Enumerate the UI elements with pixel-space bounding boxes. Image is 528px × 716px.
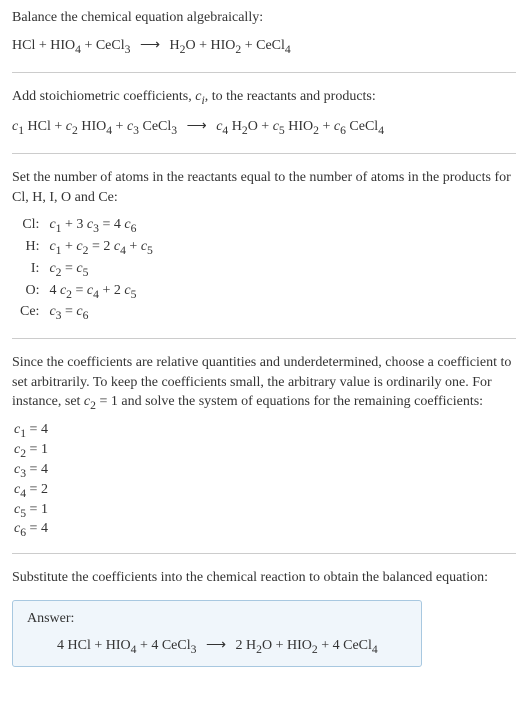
coef-item: c3 = 4 bbox=[14, 462, 516, 480]
table-row: O:4 c2 = c4 + 2 c5 bbox=[16, 281, 157, 303]
atom-equation: c3 = c6 bbox=[45, 302, 156, 324]
atom-label: H: bbox=[16, 237, 45, 259]
coef-item: c4 = 2 bbox=[14, 482, 516, 500]
step1-text: Add stoichiometric coefficients, ci, to … bbox=[12, 87, 516, 109]
answer-equation: 4 HCl + HIO4 + 4 CeCl3 ⟶ 2 H2O + HIO2 + … bbox=[27, 637, 407, 656]
intro-text: Balance the chemical equation algebraica… bbox=[12, 8, 516, 28]
atom-label: O: bbox=[16, 281, 45, 303]
atom-equation: c1 + 3 c3 = 4 c6 bbox=[45, 215, 156, 237]
step3-text: Since the coefficients are relative quan… bbox=[12, 353, 516, 414]
atom-equation: c2 = c5 bbox=[45, 259, 156, 281]
step3-section: Since the coefficients are relative quan… bbox=[12, 353, 516, 539]
divider bbox=[12, 72, 516, 73]
atom-label: Ce: bbox=[16, 302, 45, 324]
intro-equation: HCl + HIO4 + CeCl3 ⟶ H2O + HIO2 + CeCl4 bbox=[12, 36, 516, 58]
atom-equation: 4 c2 = c4 + 2 c5 bbox=[45, 281, 156, 303]
table-row: Cl:c1 + 3 c3 = 4 c6 bbox=[16, 215, 157, 237]
table-row: Ce:c3 = c6 bbox=[16, 302, 157, 324]
atoms-table: Cl:c1 + 3 c3 = 4 c6H:c1 + c2 = 2 c4 + c5… bbox=[16, 215, 157, 324]
intro-section: Balance the chemical equation algebraica… bbox=[12, 8, 516, 58]
coef-item: c5 = 1 bbox=[14, 502, 516, 520]
step1-equation: c1 HCl + c2 HIO4 + c3 CeCl3 ⟶ c4 H2O + c… bbox=[12, 117, 516, 139]
coef-list: c1 = 4 c2 = 1 c3 = 4 c4 = 2 c5 = 1c6 = 4 bbox=[14, 422, 516, 539]
divider bbox=[12, 553, 516, 554]
atom-label: Cl: bbox=[16, 215, 45, 237]
step2-section: Set the number of atoms in the reactants… bbox=[12, 168, 516, 324]
step4-section: Substitute the coefficients into the che… bbox=[12, 568, 516, 588]
step1-section: Add stoichiometric coefficients, ci, to … bbox=[12, 87, 516, 139]
answer-box: Answer: 4 HCl + HIO4 + 4 CeCl3 ⟶ 2 H2O +… bbox=[12, 600, 422, 667]
table-row: H:c1 + c2 = 2 c4 + c5 bbox=[16, 237, 157, 259]
atom-equation: c1 + c2 = 2 c4 + c5 bbox=[45, 237, 156, 259]
answer-label: Answer: bbox=[27, 611, 407, 627]
coef-item: c1 = 4 bbox=[14, 422, 516, 440]
atom-label: I: bbox=[16, 259, 45, 281]
table-row: I:c2 = c5 bbox=[16, 259, 157, 281]
step2-text: Set the number of atoms in the reactants… bbox=[12, 168, 516, 207]
coef-item: c6 = 4 bbox=[14, 521, 516, 539]
divider bbox=[12, 153, 516, 154]
atoms-table-body: Cl:c1 + 3 c3 = 4 c6H:c1 + c2 = 2 c4 + c5… bbox=[16, 215, 157, 324]
step4-text: Substitute the coefficients into the che… bbox=[12, 568, 516, 588]
divider bbox=[12, 338, 516, 339]
coef-item: c2 = 1 bbox=[14, 442, 516, 460]
